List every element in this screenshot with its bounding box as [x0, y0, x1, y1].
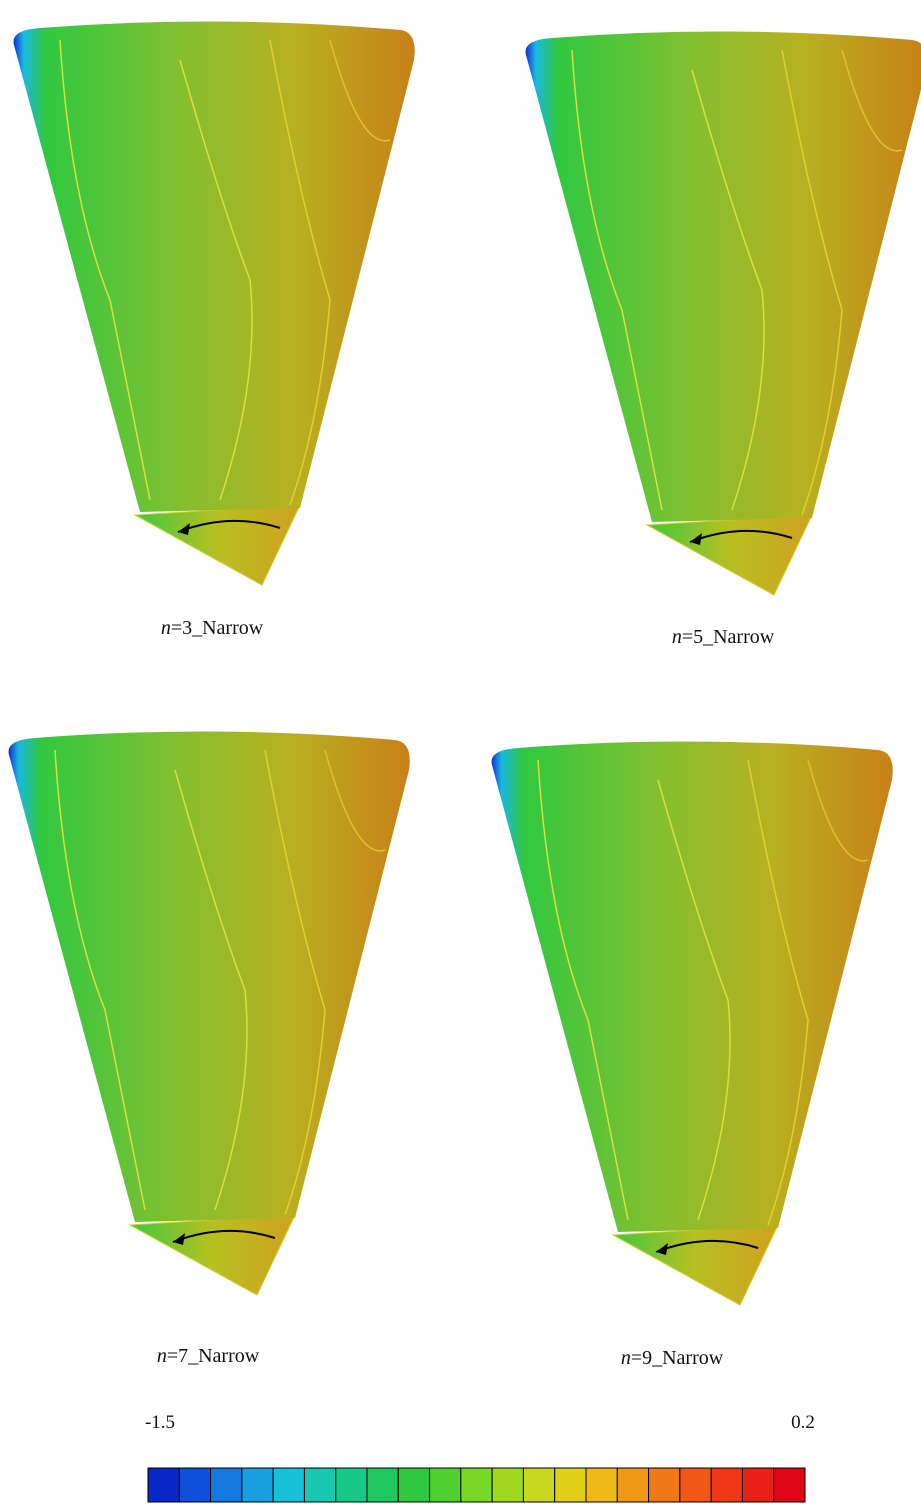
- blade-plot: [9, 731, 410, 1295]
- colorbar-segment: [211, 1468, 242, 1502]
- colorbar-min: -1.5: [145, 1412, 175, 1433]
- caption-variable: n: [157, 1345, 167, 1367]
- caption-variable: n: [621, 1347, 631, 1369]
- caption-text: =3_Narrow: [171, 617, 264, 639]
- caption-text: =7_Narrow: [167, 1345, 260, 1367]
- caption-text: =5_Narrow: [682, 626, 775, 648]
- colorbar-segment: [680, 1468, 711, 1502]
- colorbar-segment: [336, 1468, 367, 1502]
- blade-plot: [14, 21, 415, 585]
- caption-text: =9_Narrow: [631, 1347, 724, 1369]
- colorbar-segment: [774, 1468, 805, 1502]
- caption: n=3_Narrow: [161, 617, 264, 639]
- colorbar-segment: [742, 1468, 773, 1502]
- colorbar-segment: [430, 1468, 461, 1502]
- colorbar: [148, 1468, 805, 1502]
- blade-plot: [492, 741, 893, 1305]
- caption-variable: n: [161, 617, 171, 639]
- caption: n=9_Narrow: [621, 1347, 724, 1369]
- colorbar-segment: [586, 1468, 617, 1502]
- colorbar-segment: [523, 1468, 554, 1502]
- colorbar-segment: [148, 1468, 179, 1502]
- blade-plot: [526, 31, 921, 595]
- colorbar-segment: [492, 1468, 523, 1502]
- colorbar-segment: [398, 1468, 429, 1502]
- colorbar-segment: [304, 1468, 335, 1502]
- caption-variable: n: [672, 626, 682, 648]
- figure: n=3_Narrow n=5_Narrow n=7_Narrow n=9_Nar…: [0, 0, 921, 1504]
- colorbar-max: 0.2: [791, 1412, 815, 1433]
- caption: n=7_Narrow: [157, 1345, 260, 1367]
- colorbar-segment: [179, 1468, 210, 1502]
- colorbar-segment: [367, 1468, 398, 1502]
- colorbar-segment: [273, 1468, 304, 1502]
- colorbar-segment: [555, 1468, 586, 1502]
- colorbar-segment: [242, 1468, 273, 1502]
- colorbar-segment: [617, 1468, 648, 1502]
- caption: n=5_Narrow: [672, 626, 775, 648]
- colorbar-segment: [711, 1468, 742, 1502]
- colorbar-segment: [461, 1468, 492, 1502]
- colorbar-segment: [649, 1468, 680, 1502]
